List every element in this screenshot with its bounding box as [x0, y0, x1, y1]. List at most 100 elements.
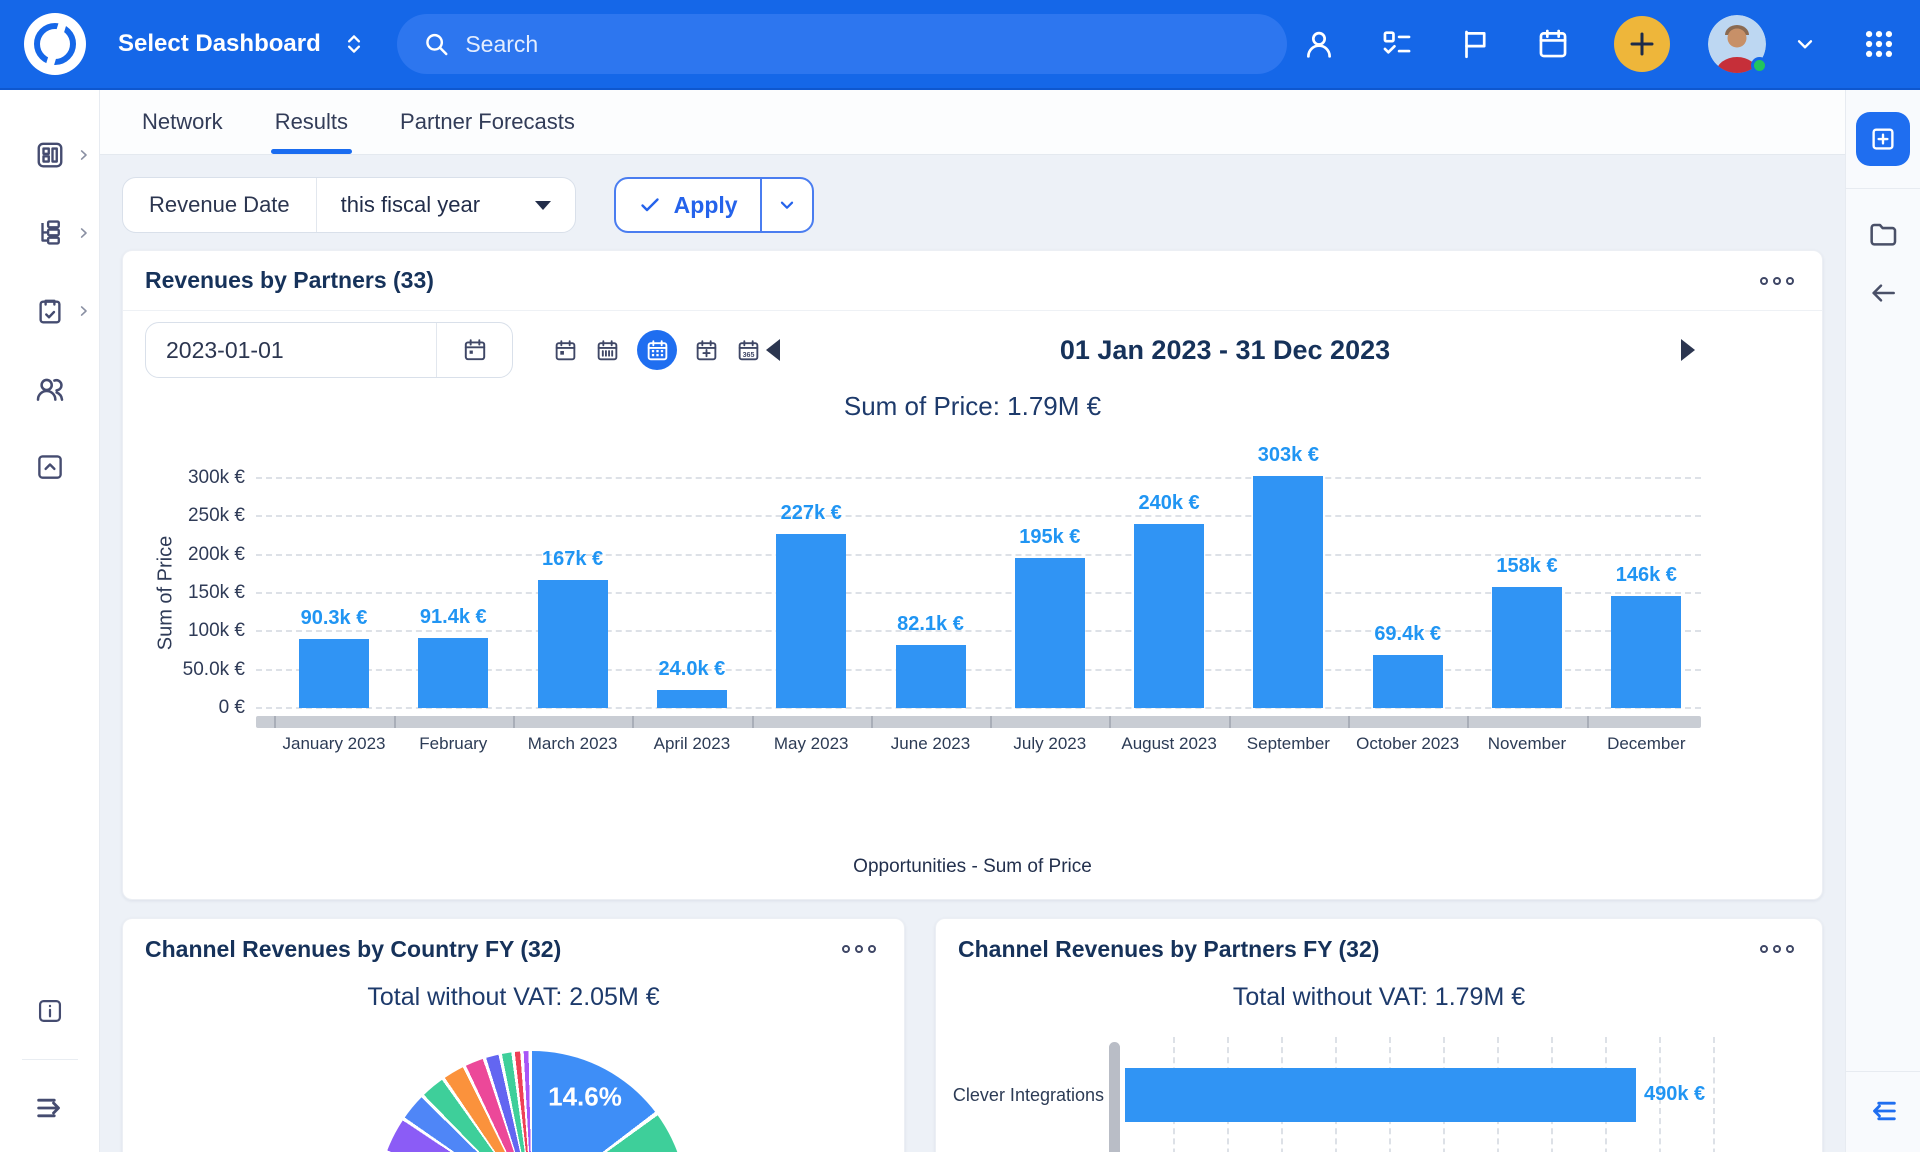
x-axis-category-label: June 2023	[861, 734, 1001, 754]
x-axis-scrollbar-divider	[752, 716, 754, 728]
bar-value-label: 91.4k €	[388, 606, 518, 629]
hierarchy-icon	[35, 218, 65, 248]
dashboard-selector-label: Select Dashboard	[118, 30, 321, 58]
y-tick-label: 250k €	[135, 505, 245, 527]
widget-title: Channel Revenues by Country FY (32)	[145, 936, 561, 963]
tab-bar: Network Results Partner Forecasts	[100, 90, 1845, 155]
bar-value-label: 24.0k €	[627, 658, 757, 681]
hbar-scrollbar-thumb[interactable]	[1109, 1042, 1120, 1152]
filter-row: Revenue Date this fiscal year Apply	[122, 177, 1823, 233]
dashboard-selector[interactable]: Select Dashboard	[118, 30, 367, 58]
x-axis-scrollbar[interactable]	[256, 716, 1701, 728]
calendar-year-icon: 365	[736, 338, 761, 363]
bar-value-label: 90.3k €	[269, 607, 399, 630]
sidebar-item-activities[interactable]	[0, 272, 99, 350]
period-switcher: 365	[553, 322, 761, 378]
bar-may-2023	[776, 534, 846, 708]
prev-period-button[interactable]	[766, 339, 780, 361]
x-axis-category-label: October 2023	[1338, 734, 1478, 754]
hbar-value-label: 490k €	[1644, 1083, 1705, 1106]
gridline-250k €	[256, 515, 1701, 517]
widget-menu-button[interactable]	[1754, 939, 1800, 959]
x-axis-category-label: July 2023	[980, 734, 1120, 754]
x-axis-scrollbar-divider	[1348, 716, 1350, 728]
tasks-icon[interactable]	[1380, 27, 1414, 61]
collapse-left-icon	[1866, 1094, 1900, 1128]
apps-grid-icon[interactable]	[1862, 27, 1896, 61]
search-input[interactable]	[465, 31, 1260, 58]
widget-menu-button[interactable]	[836, 939, 882, 959]
calendar-icon[interactable]	[1536, 27, 1570, 61]
chevron-down-icon[interactable]	[1792, 31, 1818, 57]
user-avatar[interactable]	[1708, 15, 1766, 73]
bar-october-2023	[1373, 655, 1443, 708]
chevron-right-icon	[76, 226, 91, 241]
sidebar-item-hierarchy[interactable]	[0, 194, 99, 272]
filter-value-dropdown[interactable]: this fiscal year	[317, 178, 575, 232]
add-widget-button[interactable]	[1856, 112, 1910, 166]
bar-value-label: 195k €	[985, 526, 1115, 549]
widget-menu-button[interactable]	[1754, 271, 1800, 291]
search-bar[interactable]	[397, 14, 1287, 74]
period-day-button[interactable]	[553, 338, 578, 363]
apply-button[interactable]: Apply	[616, 179, 760, 231]
calendar-single-icon	[462, 337, 488, 363]
apply-button-label: Apply	[674, 192, 738, 219]
tab-results[interactable]: Results	[275, 90, 348, 154]
hbar-scrollbar[interactable]	[1109, 1042, 1120, 1152]
box-arrow-up-icon	[35, 452, 65, 482]
x-axis-scrollbar-divider	[871, 716, 873, 728]
bar-value-label: 69.4k €	[1343, 623, 1473, 646]
x-axis-category-label: September	[1218, 734, 1358, 754]
top-navigation-bar: Select Dashboard	[0, 0, 1920, 90]
bar-november	[1492, 587, 1562, 708]
widget-channel-revenues-by-partners: Channel Revenues by Partners FY (32) Tot…	[935, 918, 1823, 1152]
right-sidebar-collapse[interactable]	[1846, 1071, 1920, 1152]
y-tick-label: 200k €	[135, 544, 245, 566]
right-sidebar-divider	[1846, 188, 1920, 189]
search-icon	[423, 30, 450, 58]
period-month-button-active[interactable]	[637, 330, 677, 370]
gridline-50.0k €	[256, 669, 1701, 671]
period-quarter-button[interactable]	[694, 338, 719, 363]
x-axis-category-label: August 2023	[1099, 734, 1239, 754]
sidebar-item-dashboards[interactable]	[0, 116, 99, 194]
x-axis-scrollbar-divider	[990, 716, 992, 728]
apply-options-button[interactable]	[760, 179, 812, 231]
apply-check-icon	[638, 193, 662, 217]
app-logo	[24, 13, 86, 75]
x-axis-category-label: November	[1457, 734, 1597, 754]
sidebar-expand-button[interactable]	[0, 1080, 99, 1136]
x-axis-scrollbar-divider	[1109, 716, 1111, 728]
sidebar-item-archive[interactable]	[0, 428, 99, 506]
filter-value-text: this fiscal year	[341, 192, 480, 218]
y-axis-label: Sum of Price	[155, 536, 178, 650]
gridline-0 €	[256, 707, 1701, 709]
bar-december	[1611, 596, 1681, 708]
y-tick-label: 150k €	[135, 582, 245, 604]
period-week-button[interactable]	[595, 338, 620, 363]
folder-button[interactable]	[1867, 217, 1899, 249]
flag-icon[interactable]	[1458, 27, 1492, 61]
tab-network[interactable]: Network	[142, 90, 223, 154]
x-axis-category-label: May 2023	[741, 734, 881, 754]
chart-title: Sum of Price: 1.79M €	[123, 391, 1822, 422]
next-period-button[interactable]	[1681, 339, 1695, 361]
date-picker-button[interactable]	[436, 323, 512, 377]
date-input[interactable]	[146, 337, 436, 364]
user-icon[interactable]	[1302, 27, 1336, 61]
sidebar-item-info[interactable]	[0, 983, 99, 1039]
pie-slice-label: 14.6%	[548, 1082, 622, 1113]
bar-august-2023	[1134, 524, 1204, 708]
sidebar-item-contacts[interactable]	[0, 350, 99, 428]
tab-partner-forecasts[interactable]: Partner Forecasts	[400, 90, 575, 154]
chevron-right-icon	[76, 304, 91, 319]
bar-value-label: 303k €	[1223, 444, 1353, 467]
period-year-button[interactable]: 365	[736, 338, 761, 363]
x-axis-scrollbar-divider	[1229, 716, 1231, 728]
back-button[interactable]	[1867, 277, 1899, 309]
add-new-button[interactable]	[1614, 16, 1670, 72]
bar-september	[1253, 476, 1323, 708]
widget-channel-revenues-by-country: Channel Revenues by Country FY (32) Tota…	[122, 918, 905, 1152]
calendar-month-icon	[645, 338, 670, 363]
